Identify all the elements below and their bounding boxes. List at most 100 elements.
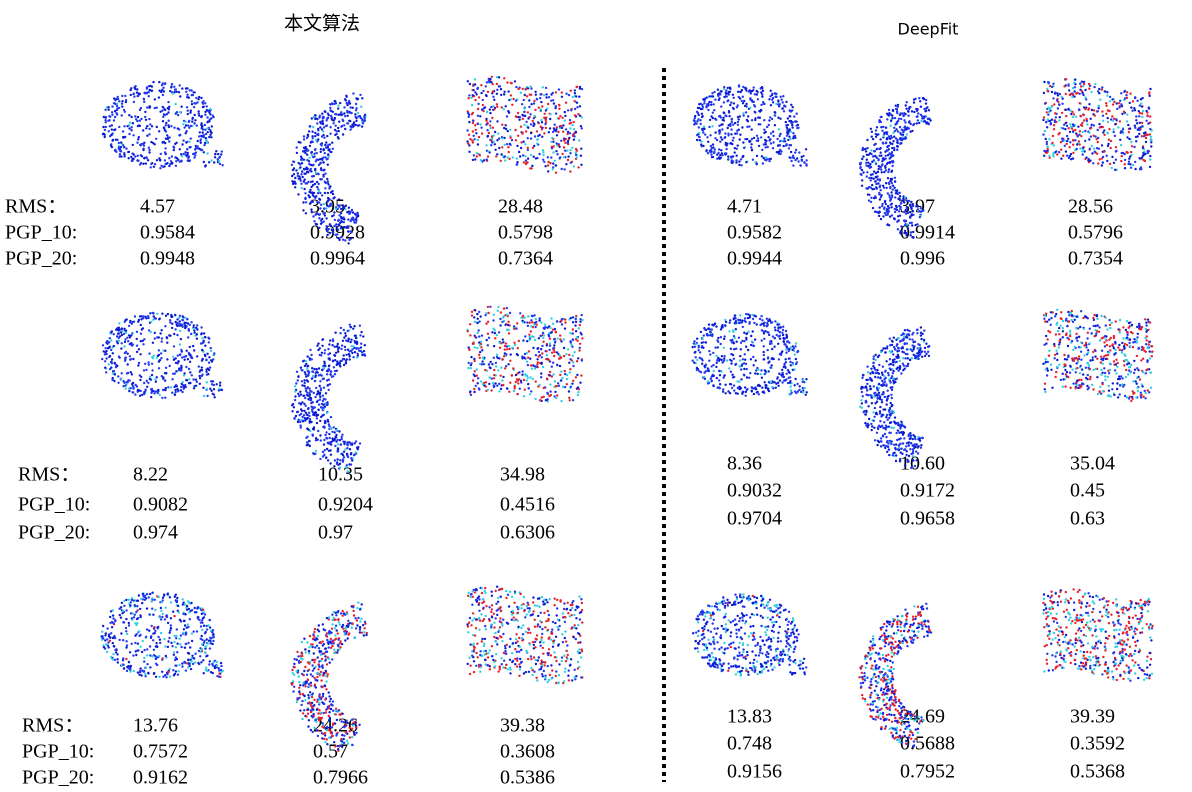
point xyxy=(180,153,182,155)
point xyxy=(320,354,322,356)
point xyxy=(768,370,770,372)
point xyxy=(1128,131,1130,133)
row-label: RMS： xyxy=(18,464,80,486)
point xyxy=(512,156,514,158)
point xyxy=(873,144,875,146)
point xyxy=(206,116,208,118)
point xyxy=(341,434,343,436)
point xyxy=(305,437,307,439)
point xyxy=(323,387,325,389)
point xyxy=(151,85,153,87)
point xyxy=(348,100,350,102)
point xyxy=(1123,111,1125,113)
point xyxy=(161,329,163,331)
point xyxy=(1088,103,1090,105)
point xyxy=(306,171,308,173)
point xyxy=(122,136,124,138)
point xyxy=(136,142,138,144)
point xyxy=(881,171,883,173)
point xyxy=(338,198,340,200)
point xyxy=(342,120,344,122)
point xyxy=(322,338,324,340)
point xyxy=(352,92,354,94)
point xyxy=(870,177,872,179)
point xyxy=(149,378,151,380)
row-label: PGP_10: xyxy=(18,494,90,516)
metric-value: 13.83 xyxy=(727,706,772,728)
point xyxy=(786,132,788,134)
point xyxy=(311,135,313,137)
point xyxy=(182,153,184,155)
point xyxy=(160,153,162,155)
point xyxy=(140,315,142,317)
point xyxy=(152,319,154,321)
point xyxy=(758,393,760,395)
point xyxy=(703,100,705,102)
point xyxy=(301,410,303,412)
point xyxy=(128,325,130,327)
point xyxy=(338,206,340,208)
point xyxy=(802,155,804,157)
point xyxy=(471,104,473,106)
point xyxy=(316,422,318,424)
point xyxy=(917,119,919,121)
point xyxy=(711,328,713,330)
point xyxy=(506,156,508,158)
point xyxy=(523,124,525,126)
point xyxy=(322,123,324,125)
point xyxy=(198,148,200,150)
point xyxy=(868,177,870,179)
point xyxy=(341,436,343,438)
point xyxy=(162,106,164,108)
point xyxy=(899,360,901,362)
point xyxy=(879,138,881,140)
point xyxy=(760,91,762,93)
point xyxy=(485,85,487,87)
point xyxy=(333,225,335,227)
point xyxy=(793,369,795,371)
point xyxy=(771,118,773,120)
point xyxy=(349,341,351,343)
point xyxy=(500,160,502,162)
point xyxy=(327,182,329,184)
point xyxy=(734,147,736,149)
point xyxy=(747,115,749,117)
point xyxy=(350,457,352,459)
point xyxy=(114,99,116,101)
point xyxy=(876,187,878,189)
point xyxy=(496,103,498,105)
point xyxy=(739,138,741,140)
point xyxy=(346,442,348,444)
point xyxy=(185,130,187,132)
point xyxy=(547,170,549,172)
point xyxy=(547,164,549,166)
point xyxy=(886,113,888,115)
point xyxy=(181,356,183,358)
point xyxy=(193,324,195,326)
point xyxy=(738,386,740,388)
point xyxy=(316,152,318,154)
point xyxy=(530,123,532,125)
point xyxy=(128,127,130,129)
point xyxy=(903,211,905,213)
point xyxy=(1092,162,1094,164)
point xyxy=(1135,119,1137,121)
point xyxy=(798,389,800,391)
point xyxy=(742,112,744,114)
point xyxy=(168,140,170,142)
point xyxy=(323,361,325,363)
point xyxy=(890,153,892,155)
point xyxy=(569,152,571,154)
point xyxy=(195,102,197,104)
point xyxy=(730,362,732,364)
point xyxy=(489,78,491,80)
point xyxy=(739,355,741,357)
point xyxy=(880,152,882,154)
point xyxy=(710,378,712,380)
point xyxy=(779,353,781,355)
point xyxy=(705,364,707,366)
point xyxy=(1141,112,1143,114)
point xyxy=(168,157,170,159)
point xyxy=(709,353,711,355)
point xyxy=(492,96,494,98)
